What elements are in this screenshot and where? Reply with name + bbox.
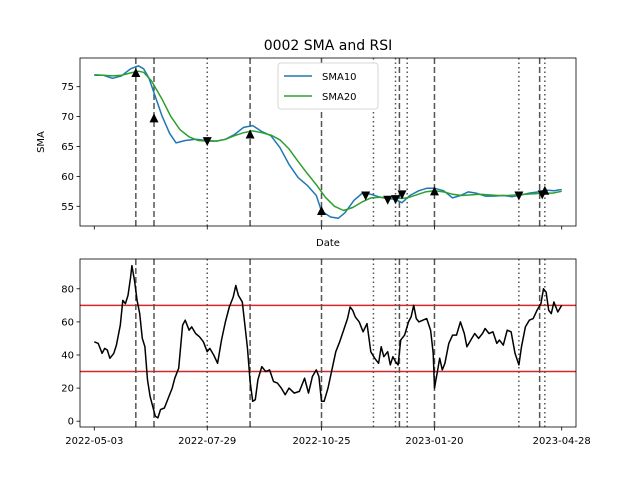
legend: SMA10 SMA20 <box>277 62 379 110</box>
rsi-line <box>94 264 563 419</box>
rsi-xtick-label: 2022-07-29 <box>178 436 236 447</box>
sma-axes-frame <box>79 57 577 227</box>
rsi-xtick-label: 2023-04-28 <box>533 436 591 447</box>
legend-frame <box>277 62 379 110</box>
sell-marker <box>537 190 547 200</box>
rsi-ytick-label: 60 <box>61 317 74 328</box>
legend-label-sma20: SMA20 <box>322 92 357 103</box>
rsi-axes: 0 20 40 60 80 2022-05-03 2022-07-29 2022-10-25 2… <box>61 258 591 447</box>
sell-marker <box>391 195 401 205</box>
legend-label-sma10: SMA10 <box>322 72 357 83</box>
sma-ytick-label: 65 <box>61 142 74 153</box>
sell-marker <box>383 195 393 205</box>
sma-ytick-label: 70 <box>61 112 74 123</box>
sma20-line <box>94 70 562 212</box>
sma-x-axis-label: Date <box>316 238 340 249</box>
sma-y-axis-label: SMA <box>36 131 47 153</box>
sma-axes: 55 60 65 70 75 Date SMA SMA10 SMA20 <box>36 57 577 249</box>
buy-marker <box>131 67 141 77</box>
sell-marker <box>397 190 407 200</box>
chart-title: 0002 SMA and RSI <box>264 38 393 54</box>
rsi-xtick-label: 2023-01-20 <box>405 436 463 447</box>
sma-ytick-label: 55 <box>61 202 74 213</box>
rsi-ytick-label: 80 <box>61 284 74 295</box>
buy-marker <box>245 129 255 139</box>
sell-marker <box>514 191 524 201</box>
rsi-ytick-label: 0 <box>68 417 74 428</box>
rsi-xtick-label: 2022-05-03 <box>65 436 123 447</box>
sell-marker <box>202 137 212 147</box>
rsi-axes-frame <box>79 258 577 428</box>
buy-marker <box>317 206 327 216</box>
rsi-xtick-label: 2022-10-25 <box>292 436 350 447</box>
sell-marker <box>361 191 371 201</box>
sma-ytick-label: 60 <box>61 172 74 183</box>
buy-marker <box>149 113 159 123</box>
rsi-ytick-label: 20 <box>61 384 74 395</box>
rsi-ytick-label: 40 <box>61 351 74 362</box>
sma-ytick-label: 75 <box>61 82 74 93</box>
buy-marker <box>429 186 439 196</box>
